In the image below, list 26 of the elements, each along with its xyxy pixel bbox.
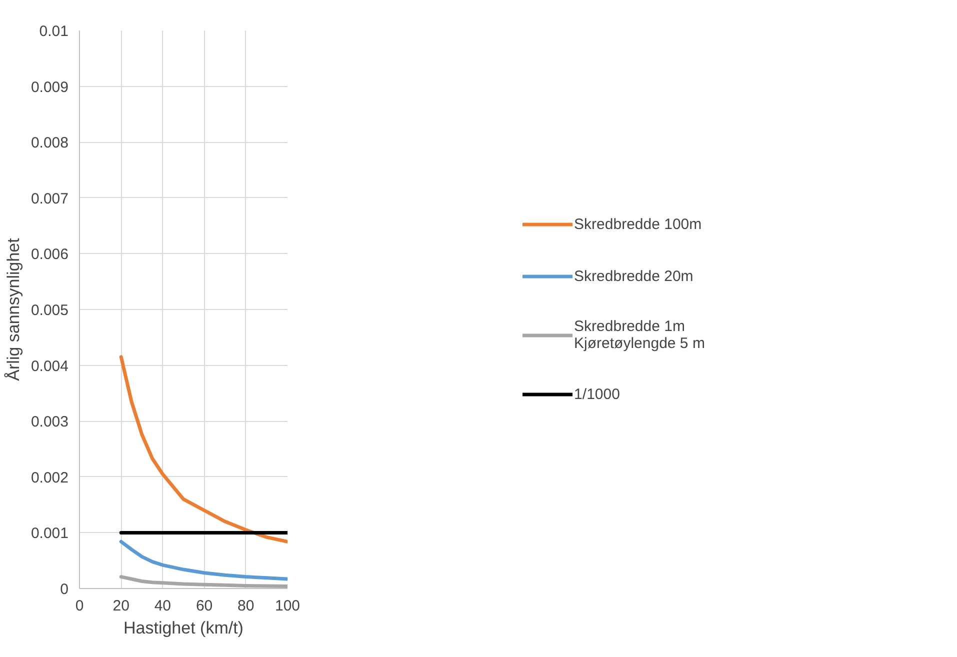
y-tick-label: 0.008 <box>30 134 69 152</box>
y-tick-label: 0.006 <box>30 246 69 264</box>
y-tick-label: 0.009 <box>30 78 69 96</box>
y-tick-label: 0.001 <box>30 525 69 542</box>
y-tick-label: 0.01 <box>39 23 69 40</box>
x-tick-label: 60 <box>196 598 213 614</box>
legend-label: Skredbredde 20m <box>574 268 694 284</box>
y-tick-label: 0.003 <box>30 414 69 431</box>
line-series <box>119 540 288 581</box>
y-tick-label: 0.007 <box>30 190 69 208</box>
x-tick-label: 20 <box>112 598 130 614</box>
y-tick-label: 0.005 <box>30 302 69 319</box>
x-tick-label: 0 <box>75 598 84 614</box>
x-tick-label: 80 <box>238 598 254 614</box>
x-tick-label: 100 <box>274 598 300 614</box>
y-axis-title: Årlig sannsynlighet <box>4 238 23 381</box>
y-tick-label: 0 <box>60 581 68 598</box>
y-tick-label: 0.002 <box>30 469 69 486</box>
x-tick-label: 40 <box>154 598 172 614</box>
legend-label: Skredbredde 1m Kjøretøylengde 5 m <box>574 318 705 352</box>
legend-label: Skredbredde 100m <box>574 216 702 232</box>
x-axis-title: Hastighet (km/t) <box>124 618 244 638</box>
y-tick-label: 0.004 <box>30 358 69 375</box>
line-series <box>119 575 288 588</box>
legend-label: 1/1000 <box>574 386 620 402</box>
line-series <box>119 355 288 544</box>
